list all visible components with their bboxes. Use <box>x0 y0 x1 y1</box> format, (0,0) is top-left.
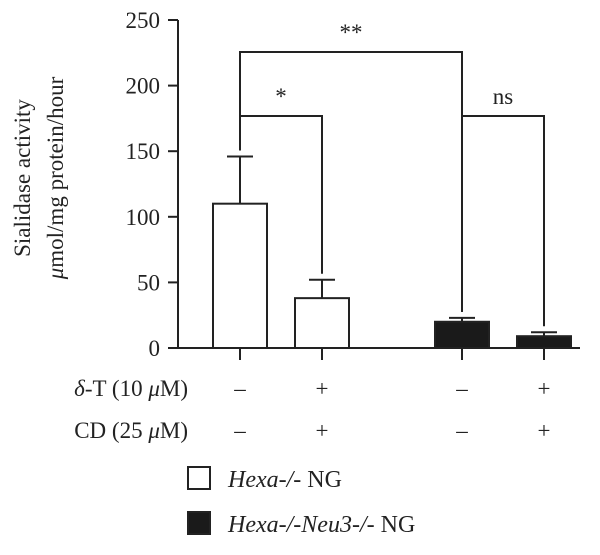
significance-label: ** <box>340 20 363 45</box>
y-axis-label: Sialidase activity μmol/mg protein/hour <box>10 76 68 280</box>
legend-swatch <box>187 466 211 490</box>
condition-text-end: M) <box>160 418 188 443</box>
bar <box>516 335 572 349</box>
bar <box>212 202 268 349</box>
condition-text: -T (10 <box>85 376 148 401</box>
y-axis-label-unit: mol/mg protein/hour <box>43 76 68 267</box>
condition-value: + <box>316 376 329 401</box>
significance-brackets: ***ns <box>239 20 545 327</box>
y-tick-label: 200 <box>126 74 161 99</box>
condition-value: + <box>538 376 551 401</box>
condition-value: + <box>316 418 329 443</box>
bars <box>212 202 572 350</box>
legend-swatch <box>187 511 211 535</box>
condition-symbol: δ <box>74 376 85 401</box>
condition-table: δ-T (10 μM) – + – + CD (25 μM) – + – + <box>74 376 550 443</box>
y-tick-label: 50 <box>137 270 160 295</box>
bar <box>294 297 350 350</box>
y-tick-label: 0 <box>149 336 161 361</box>
significance-bracket <box>239 51 463 312</box>
y-axis-label-mu: μ <box>43 268 68 281</box>
condition-value: + <box>538 418 551 443</box>
condition-label: δ-T (10 μM) <box>74 376 188 401</box>
y-axis-label-line1: Sialidase activity <box>10 99 35 257</box>
condition-value: – <box>455 418 468 443</box>
condition-unit-mu: μ <box>147 376 160 401</box>
condition-value: – <box>455 376 468 401</box>
bar <box>434 320 490 350</box>
condition-value: – <box>233 418 246 443</box>
significance-label: * <box>275 84 287 109</box>
condition-text: CD (25 <box>74 418 148 443</box>
significance-bracket <box>461 115 545 327</box>
condition-text-end: M) <box>160 376 188 401</box>
legend-label-genotype: Hexa-/-Neu3-/- <box>227 512 375 538</box>
x-ticks <box>239 348 545 360</box>
condition-unit-mu: μ <box>147 418 160 443</box>
legend-label-suffix: NG <box>375 512 416 538</box>
legend-label-suffix: NG <box>301 467 342 493</box>
condition-value: – <box>233 376 246 401</box>
y-tick-label: 100 <box>126 205 161 230</box>
legend-label: Hexa-/- NG <box>227 467 342 493</box>
y-axis-label-line2: μmol/mg protein/hour <box>43 76 68 280</box>
condition-label: CD (25 μM) <box>74 418 188 443</box>
legend-label: Hexa-/-Neu3-/- NG <box>227 512 415 538</box>
error-bars <box>227 155 557 337</box>
significance-label: ns <box>493 84 514 109</box>
y-tick-label: 250 <box>126 8 161 33</box>
y-ticks: 0 50 100 150 200 250 <box>126 8 178 361</box>
y-tick-label: 150 <box>126 139 161 164</box>
legend-label-genotype: Hexa-/- <box>227 467 301 493</box>
